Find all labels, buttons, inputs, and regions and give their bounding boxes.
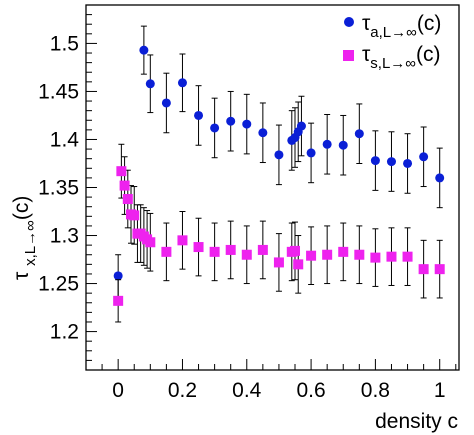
data-point: [435, 173, 445, 183]
data-point: [322, 249, 333, 260]
y-axis-title-subscript: x,L→∞: [22, 220, 39, 266]
data-point: [129, 210, 140, 221]
data-point: [113, 295, 124, 306]
y-tick-label: 1.2: [50, 321, 79, 344]
y-axis-title-main: τ: [10, 271, 33, 280]
data-point: [241, 249, 252, 260]
axis-ticks: [85, 4, 457, 371]
data-point: [139, 45, 149, 55]
data-point: [177, 78, 187, 88]
y-tick-label: 1.3: [50, 225, 79, 248]
data-point: [225, 244, 236, 255]
data-point: [338, 246, 349, 257]
data-point: [113, 271, 123, 281]
data-point: [419, 152, 429, 162]
data-point: [242, 119, 252, 129]
data-point: [402, 251, 413, 262]
data-point: [273, 257, 284, 268]
data-point: [290, 245, 301, 256]
data-point: [226, 116, 236, 126]
x-axis-title: density c: [375, 410, 458, 433]
data-point: [370, 156, 380, 166]
y-axis-title: τ x,L→∞(c): [10, 196, 39, 280]
data-point: [403, 158, 413, 168]
data-point: [370, 252, 381, 263]
data-point: [122, 194, 133, 205]
data-point: [418, 264, 429, 275]
y-tick-label: 1.5: [50, 32, 79, 55]
data-point: [161, 246, 172, 257]
x-tick-label: 0: [112, 379, 124, 402]
data-point: [116, 166, 127, 177]
y-tick-label: 1.45: [38, 80, 79, 103]
legend-marker-series-a: [344, 17, 354, 27]
series-a: [113, 25, 445, 298]
data-point: [434, 264, 445, 275]
data-point: [161, 98, 171, 108]
data-point: [386, 251, 397, 262]
x-tick-label: 0.4: [232, 379, 262, 402]
data-point: [257, 244, 268, 255]
data-point: [177, 235, 188, 246]
legend-marker-series-s: [343, 50, 354, 61]
data-point: [306, 148, 316, 158]
data-point: [354, 249, 365, 260]
x-tick-label: 0.8: [361, 379, 390, 402]
y-tick-label: 1.4: [50, 128, 80, 151]
y-tick-label: 1.35: [38, 177, 79, 200]
data-point: [338, 140, 348, 150]
y-tick-label: 1.25: [38, 273, 79, 296]
data-point: [354, 129, 364, 139]
data-point: [293, 259, 304, 270]
data-point: [296, 121, 306, 131]
data-point: [274, 150, 284, 160]
x-tick-label: 0.2: [168, 379, 197, 402]
tick-labels: 0 0.2 0.4 0.6 0.8 1 1.2 1.25 1.3 1.35 1.4 1.45 1.5: [38, 32, 445, 402]
data-point: [386, 157, 396, 167]
data-point: [209, 246, 220, 257]
x-tick-label: 0.6: [296, 379, 325, 402]
data-point: [145, 79, 155, 89]
y-axis-title-tail: (c): [10, 196, 33, 221]
legend: τa,L→∞(c) τs,L→∞(c): [343, 12, 441, 72]
legend-label-series-a: τa,L→∞(c): [362, 12, 441, 41]
svg-text:τ x,L→∞(c): τ x,L→∞(c): [10, 196, 39, 280]
data-point: [119, 180, 130, 191]
legend-label-series-s: τs,L→∞(c): [362, 43, 441, 72]
data-point: [145, 237, 156, 248]
series-s: [113, 143, 445, 323]
data-point: [322, 139, 332, 149]
data-point: [210, 123, 220, 133]
data-point: [258, 128, 268, 138]
data-point: [193, 242, 204, 253]
data-point: [306, 250, 317, 261]
data-marks: [113, 25, 445, 323]
x-tick-label: 1: [434, 379, 446, 402]
data-point: [194, 110, 204, 120]
